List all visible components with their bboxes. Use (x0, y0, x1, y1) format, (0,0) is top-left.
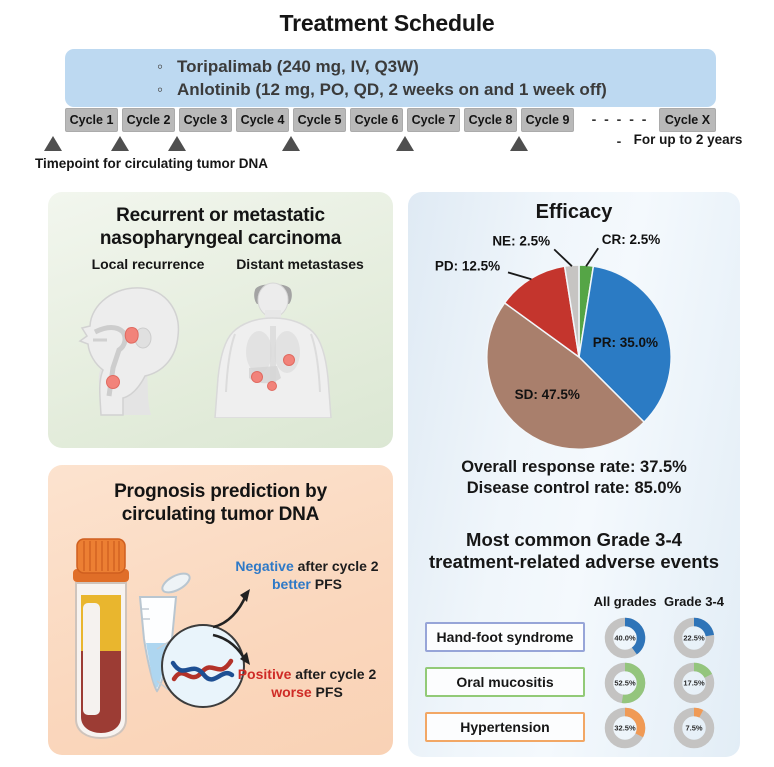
treatment-drug-box: ◦ Toripalimab (240 mg, IV, Q3W) ◦ Anlotinib… (65, 49, 716, 107)
torso-illustration (214, 282, 332, 418)
donut-value: 22.5% (683, 634, 705, 643)
donut-value: 52.5% (614, 679, 636, 688)
liver-metastasis-spot (251, 371, 263, 383)
blood-sample-illustration (73, 538, 245, 740)
cycle-box: Cycle 8 (464, 108, 517, 132)
pie-label-sd: SD: 47.5% (515, 387, 580, 402)
better-keyword: better (271, 576, 311, 592)
efficacy-pie-chart: CR: 2.5% PR: 35.0% SD: 47.5% PD: 12.5% NE: 2… (435, 232, 672, 451)
disease-panel-title: Recurrent or metastatic nasopharyngeal c… (99, 205, 342, 249)
donut-chart: 40.0% (604, 617, 646, 659)
ae-title: Most common Grade 3-4 treatment-related … (429, 529, 719, 572)
cycle-box: Cycle 7 (407, 108, 460, 132)
abdomen-metastasis-spot (267, 381, 277, 391)
donut-chart: 7.5% (673, 707, 715, 749)
prognosis-panel-title: Prognosis prediction by circulating tumo… (114, 481, 327, 525)
ctdna-timepoint-note: Timepoint for circulating tumor DNA (35, 156, 269, 171)
cycle-box: Cycle 5 (293, 108, 346, 132)
ae-row-label: Oral mucositis (425, 667, 585, 697)
timeline-continuation-dots: - - - - - - (591, 111, 649, 149)
nasopharynx-tumor-spot (124, 327, 139, 344)
bullet-icon: ◦ (157, 80, 164, 99)
figure-title: Treatment Schedule (279, 10, 495, 36)
drug-regimen-text: Anlotinib (12 mg, PO, QD, 2 weeks on and… (177, 80, 607, 99)
drug-regimen-text: Toripalimab (240 mg, IV, Q3W) (177, 57, 419, 76)
ae-row-label: Hand-foot syndrome (425, 622, 585, 652)
negative-line1: Negative after cycle 2 (226, 557, 388, 575)
pie-label-pr: PR: 35.0% (593, 335, 658, 350)
local-recurrence-label: Local recurrence (91, 256, 205, 272)
ctdna-marker-triangle (510, 136, 528, 151)
overall-response-rate: Overall response rate: 37.5% (461, 458, 687, 476)
positive-keyword: Positive (237, 666, 292, 682)
pie-label-cr: CR: 2.5% (602, 232, 661, 247)
disease-control-rate: Disease control rate: 85.0% (466, 479, 682, 497)
cycle-box: Cycle 1 (65, 108, 118, 132)
donut-value: 17.5% (683, 679, 705, 688)
pie-label-ne: NE: 2.5% (492, 234, 550, 249)
ae-row-label: Hypertension (425, 712, 585, 742)
pie-slice-sd (486, 301, 646, 451)
better-rest: PFS (310, 576, 343, 592)
negative-outcome-text: Negative after cycle 2 better PFS (226, 557, 388, 593)
cycle-box: Cycle 3 (179, 108, 232, 132)
duration-note: For up to 2 years (633, 132, 743, 147)
drug-regimen-line: ◦ Toripalimab (240 mg, IV, Q3W) (157, 55, 716, 78)
ctdna-marker-triangle (111, 136, 129, 151)
donut-value: 40.0% (614, 634, 636, 643)
donut-chart: 22.5% (673, 617, 715, 659)
donut-value: 32.5% (614, 724, 636, 733)
ctdna-marker-triangle (168, 136, 186, 151)
dna-magnifier-circle (161, 624, 245, 708)
worse-rest: PFS (311, 684, 343, 700)
lung-metastasis-spot (283, 354, 295, 366)
arrowhead-up (240, 589, 250, 602)
negative-line2: better PFS (226, 575, 388, 593)
ctdna-marker-triangle (282, 136, 300, 151)
prognosis-panel: Prognosis prediction by circulating tumo… (48, 465, 393, 755)
disease-panel: Recurrent or metastatic nasopharyngeal c… (48, 192, 393, 448)
positive-line1: Positive after cycle 2 (226, 665, 388, 683)
ctdna-marker-triangle (396, 136, 414, 151)
efficacy-title: Efficacy (535, 201, 613, 223)
positive-rest: after cycle 2 (291, 666, 377, 682)
pie-label-pd: PD: 12.5% (435, 258, 500, 273)
dna-strand-blue (170, 660, 235, 682)
ae-column-header: All grades (593, 594, 657, 609)
donut-chart: 52.5% (604, 662, 646, 704)
arrowhead-down (240, 652, 250, 665)
drug-regimen-line: ◦ Anlotinib (12 mg, PO, QD, 2 weeks on an… (157, 78, 716, 101)
positive-line2: worse PFS (226, 683, 388, 701)
positive-outcome-text: Positive after cycle 2 worse PFS (226, 665, 388, 701)
worse-keyword: worse (271, 684, 312, 700)
cycle-box: Cycle 9 (521, 108, 574, 132)
pie-slice-pr (578, 265, 672, 424)
distant-metastases-label: Distant metastases (236, 256, 364, 272)
donut-chart: 32.5% (604, 707, 646, 749)
cycle-x-box: Cycle X (659, 108, 716, 132)
head-profile-illustration (78, 287, 180, 416)
efficacy-panel: Efficacy CR: 2.5% PR: 35.0% SD: 47.5% PD: 1… (408, 192, 740, 757)
donut-chart: 17.5% (673, 662, 715, 704)
cycle-box: Cycle 2 (122, 108, 175, 132)
negative-keyword: Negative (235, 558, 294, 574)
ctdna-marker-triangle (44, 136, 62, 151)
cycle-box: Cycle 6 (350, 108, 403, 132)
neck-tumor-spot (106, 375, 120, 389)
outcome-arrows (212, 589, 250, 665)
ae-column-header: Grade 3-4 (664, 594, 724, 609)
bullet-icon: ◦ (157, 57, 164, 76)
donut-value: 7.5% (685, 724, 702, 733)
negative-rest: after cycle 2 (293, 558, 379, 574)
cycle-box: Cycle 4 (236, 108, 289, 132)
